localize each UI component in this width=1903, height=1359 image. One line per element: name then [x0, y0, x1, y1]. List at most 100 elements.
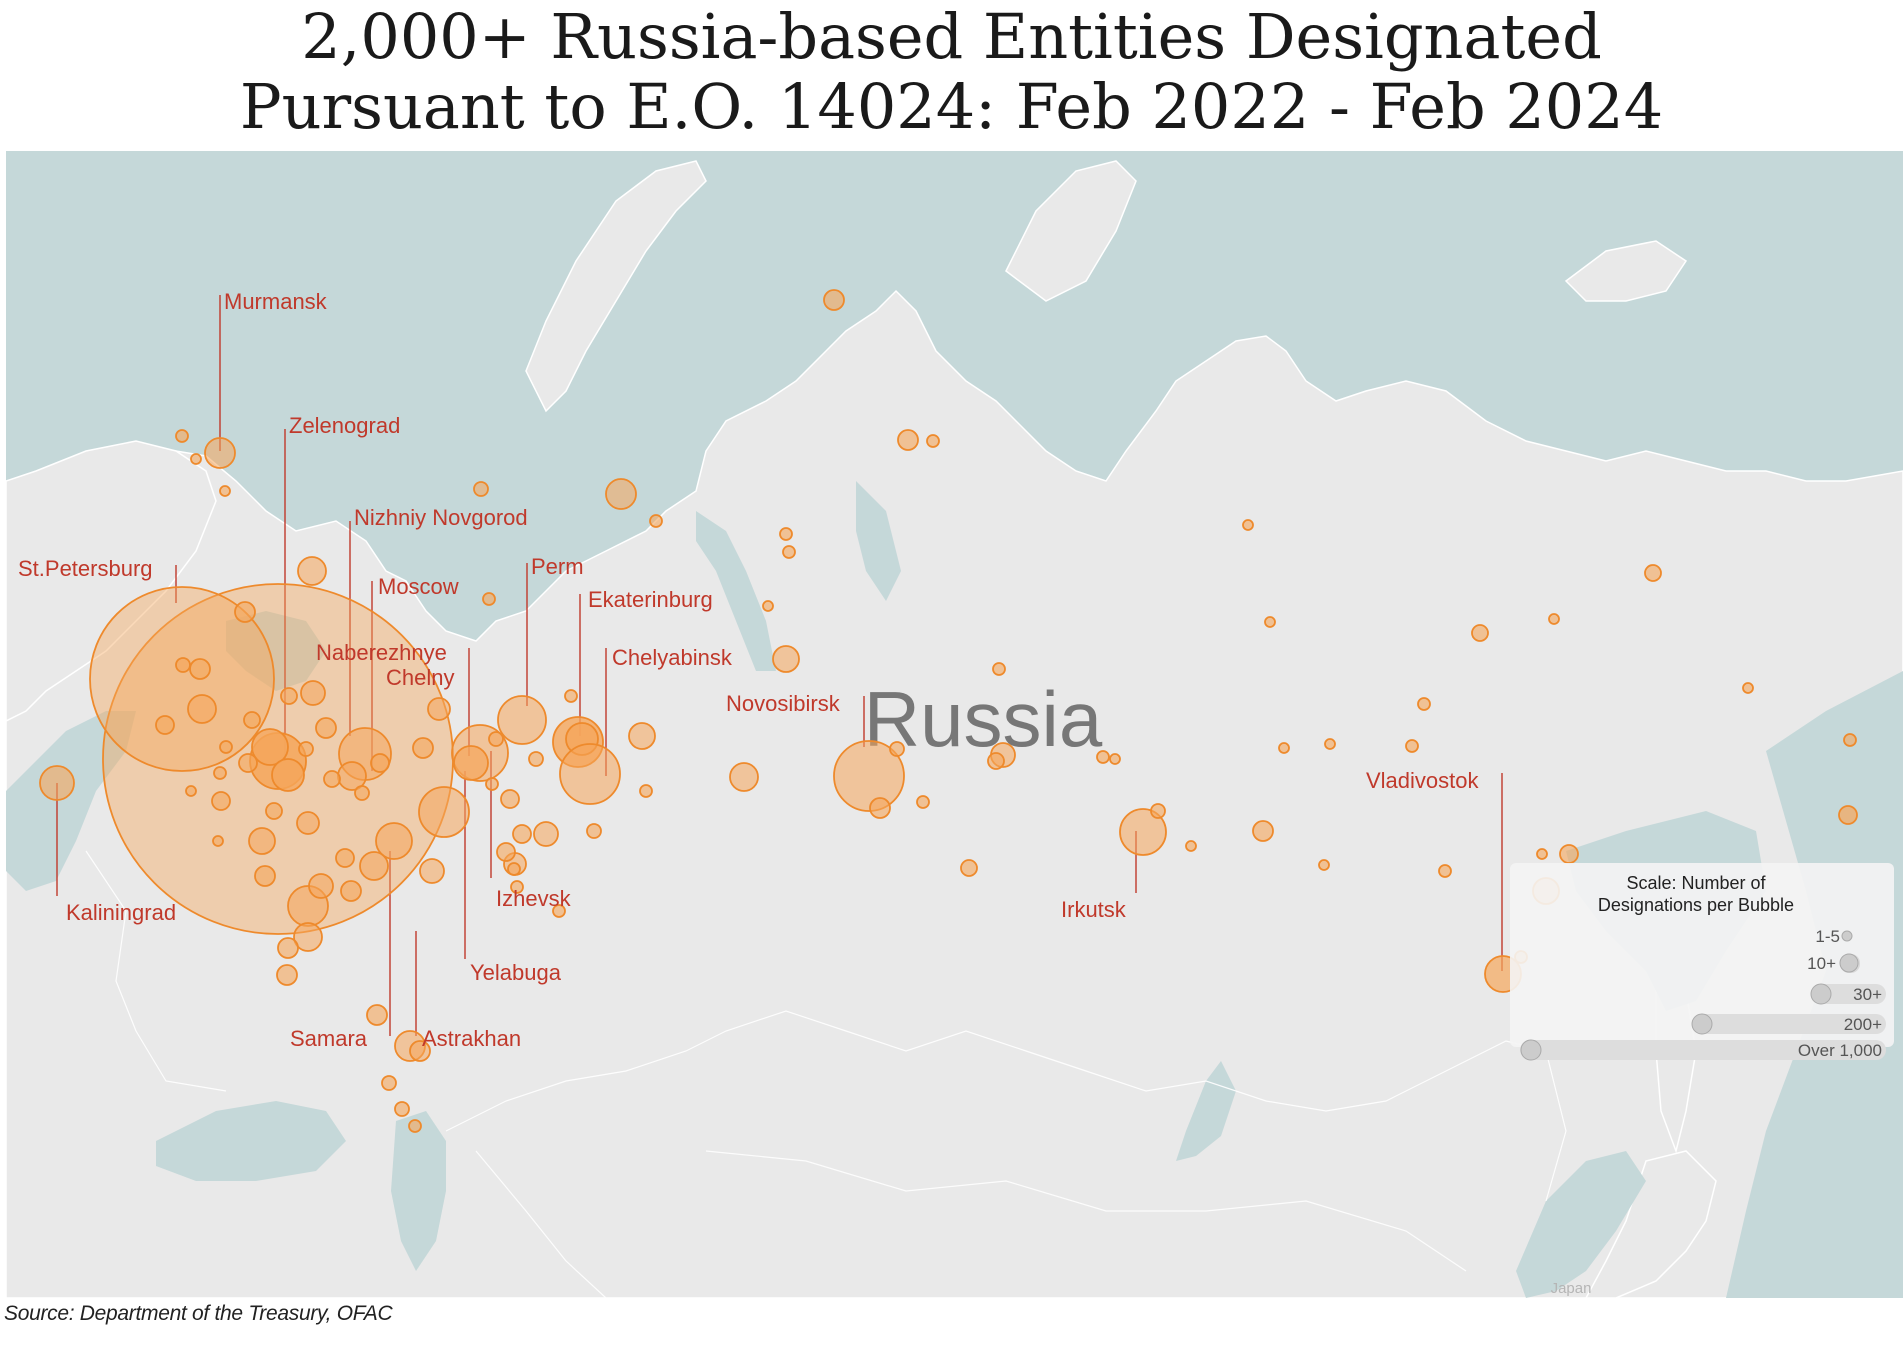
bubble-ufa — [512, 824, 532, 844]
map-svg: Russia Japan — [6, 151, 1903, 1298]
bubble-west-10 — [427, 697, 451, 721]
label-ekaterinburg: Ekaterinburg — [588, 587, 713, 612]
legend-title-2: Designations per Bubble — [1598, 895, 1794, 915]
legend-title-1: Scale: Number of — [1626, 873, 1766, 893]
label-irkutsk: Irkutsk — [1061, 897, 1127, 922]
bubble-yakutsk-1 — [1242, 519, 1254, 531]
land-japan — [1585, 1150, 1717, 1298]
label-vladivostok: Vladivostok — [1366, 768, 1480, 793]
white-sea — [226, 611, 326, 691]
legend-item-200: 200+ — [1844, 1015, 1882, 1034]
label-astrakhan: Astrakhan — [422, 1026, 521, 1051]
bubble-pechora — [473, 481, 489, 497]
bubble-bratsk — [1096, 750, 1110, 764]
bubble-stavropol — [366, 1004, 388, 1026]
bubble-chelyabinsk — [559, 743, 621, 805]
legend-bar-200 — [1692, 1014, 1886, 1034]
legend-item-30: 30+ — [1853, 985, 1882, 1004]
bubble-far-east-1 — [1644, 564, 1662, 582]
bubble-magadan — [1471, 624, 1489, 642]
label-chelny: Chelny — [386, 665, 454, 690]
yenisei-gulf — [856, 481, 901, 601]
source-note: Source: Department of the Treasury, OFAC — [4, 1302, 393, 1325]
bubble-west-33 — [308, 873, 334, 899]
bubble-north-1 — [823, 289, 845, 311]
legend-swatch-10 — [1839, 953, 1859, 973]
bubble-west-3 — [155, 715, 175, 735]
bubble-far-east-2 — [1417, 697, 1431, 711]
title-line-2: Pursuant to E.O. 14024: Feb 2022 - Feb 2… — [239, 70, 1664, 143]
label-yelabuga: Yelabuga — [470, 960, 562, 985]
bubble-yakutsk-2 — [1264, 616, 1276, 628]
legend-box — [1510, 863, 1894, 1047]
legend-swatch-1-5 — [1841, 930, 1853, 942]
land-severnaya — [1005, 160, 1137, 302]
legend-item-1000: Over 1,000 — [1798, 1041, 1882, 1060]
label-novosibirsk: Novosibirsk — [726, 691, 841, 716]
legend-swatch-30 — [1810, 983, 1832, 1005]
bubble-samara — [418, 786, 470, 838]
legend-bar-1000 — [1520, 1040, 1886, 1060]
bubble-tyumen — [628, 722, 656, 750]
bubble-west-17 — [335, 848, 355, 868]
bubble-saratov — [375, 822, 413, 860]
bubble-vorkuta — [605, 478, 637, 510]
border-south — [445, 1010, 1567, 1202]
bubble-west-32 — [340, 880, 362, 902]
bubble-orenburg — [533, 821, 559, 847]
bubble-norilsk — [897, 429, 919, 451]
legend-item-10: 10+ — [1807, 954, 1836, 973]
label-murmansk: Murmansk — [224, 289, 328, 314]
bubble-ural-4 — [496, 842, 516, 862]
bubbles — [39, 289, 1858, 1133]
bubble-moscow-2 — [251, 728, 289, 766]
label-chelyabinsk: Chelyabinsk — [612, 645, 733, 670]
bubble-west-6 — [243, 711, 261, 729]
bubble-kansk — [992, 662, 1006, 676]
bubble-yakutsk-3 — [1278, 742, 1290, 754]
bubble-west-27 — [419, 858, 445, 884]
bubble-irkutsk — [1119, 808, 1167, 856]
bubble-yelabuga — [500, 789, 520, 809]
bubble-irkutsk-2 — [1150, 803, 1166, 819]
bubble-krasnoyarsk-2 — [987, 752, 1005, 770]
bubble-perm — [497, 695, 547, 745]
bubble-west-8 — [315, 717, 337, 739]
bubble-yamal — [649, 514, 663, 528]
border-mongolia — [705, 1150, 1467, 1272]
bubble-krasnodar — [293, 922, 323, 952]
bubble-volgograd — [359, 851, 389, 881]
bubble-kurgan — [552, 904, 566, 918]
bubble-caucasus-2 — [381, 1075, 397, 1091]
land-scandinavia — [6, 440, 217, 722]
bubble-west-20 — [354, 785, 370, 801]
bubble-krasnodar-2 — [277, 937, 299, 959]
bubble-ulan-ude — [1185, 840, 1197, 852]
bubble-west-16 — [254, 865, 276, 887]
bubble-caucasus-3 — [394, 1101, 410, 1117]
land-layer — [6, 160, 1903, 1298]
bubble-astrakhan — [409, 1040, 431, 1062]
bubble-west-25 — [370, 753, 390, 773]
bubble-west-2 — [175, 657, 191, 673]
bubble-bratsk-2 — [1109, 753, 1121, 765]
bubble-surgut — [762, 600, 774, 612]
pacific-ocean — [1726, 671, 1903, 1298]
bubble-arkhangelsk — [297, 556, 327, 586]
bubble-west-31 — [265, 802, 283, 820]
bubble-kazan — [453, 745, 489, 781]
bubble-west-22 — [185, 785, 197, 797]
bubble-west-4 — [187, 694, 217, 724]
legend-over-1000: Over 1,000 — [1520, 1039, 1886, 1061]
bubble-kaliningrad — [39, 765, 75, 801]
chart-title: 2,000+ Russia-based Entities Designated … — [0, 0, 1903, 152]
bubble-tomsk-2 — [916, 795, 930, 809]
country-borders — [85, 850, 1567, 1298]
label-samara: Samara — [290, 1026, 368, 1051]
map: Russia Japan — [6, 151, 1903, 1298]
label-zelenograd: Zelenograd — [289, 413, 400, 438]
bubble-west-15 — [296, 811, 320, 835]
bubble-west-19 — [323, 770, 341, 788]
bubble-blagoveshchensk — [1438, 864, 1452, 878]
bubble-west-12 — [213, 766, 227, 780]
